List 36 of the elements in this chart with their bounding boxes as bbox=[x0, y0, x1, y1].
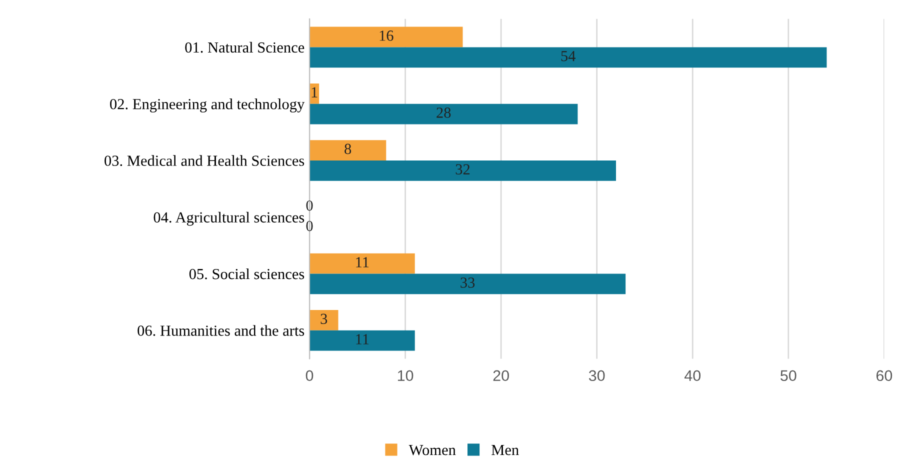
bar bbox=[310, 140, 386, 160]
data-label: 54 bbox=[561, 51, 576, 62]
x-tick-label: 60 bbox=[876, 370, 892, 382]
bar bbox=[310, 330, 415, 351]
bar bbox=[310, 47, 827, 68]
data-label: 11 bbox=[356, 257, 369, 268]
data-label: 32 bbox=[456, 164, 470, 174]
data-label: 33 bbox=[460, 278, 475, 288]
x-tick-label: 10 bbox=[398, 370, 414, 382]
x-tick-label: 30 bbox=[588, 370, 605, 382]
y-tick-label: 04. Agricultural sciences bbox=[154, 212, 304, 226]
data-label: 11 bbox=[356, 334, 369, 344]
bar bbox=[310, 253, 415, 274]
y-tick-label: 06. Humanities and the arts bbox=[138, 325, 304, 336]
x-tick-label: 0 bbox=[306, 370, 314, 382]
bar bbox=[310, 160, 616, 181]
legend-label: Women bbox=[408, 444, 456, 456]
bar bbox=[310, 274, 626, 294]
data-label: 0 bbox=[306, 200, 313, 211]
data-label: 8 bbox=[344, 144, 352, 154]
y-tick-label: 01. Natural Science bbox=[185, 42, 304, 53]
bar bbox=[310, 310, 338, 330]
x-tick-label: 40 bbox=[684, 370, 701, 382]
data-label: 16 bbox=[380, 30, 394, 41]
y-tick-label: 05. Social sciences bbox=[189, 268, 304, 280]
bar bbox=[310, 26, 463, 48]
data-label: 28 bbox=[436, 108, 451, 118]
y-tick-label: 03. Medical and Health Sciences bbox=[104, 155, 304, 166]
data-label: 0 bbox=[306, 220, 313, 232]
data-label: 3 bbox=[320, 314, 328, 324]
x-tick-label: 20 bbox=[493, 370, 509, 382]
x-tick-label: 50 bbox=[780, 370, 796, 382]
y-tick-label: 02. Engineering and technology bbox=[110, 98, 305, 112]
bar bbox=[310, 104, 578, 124]
legend-label: Men bbox=[492, 444, 519, 456]
data-label: 1 bbox=[312, 87, 318, 98]
